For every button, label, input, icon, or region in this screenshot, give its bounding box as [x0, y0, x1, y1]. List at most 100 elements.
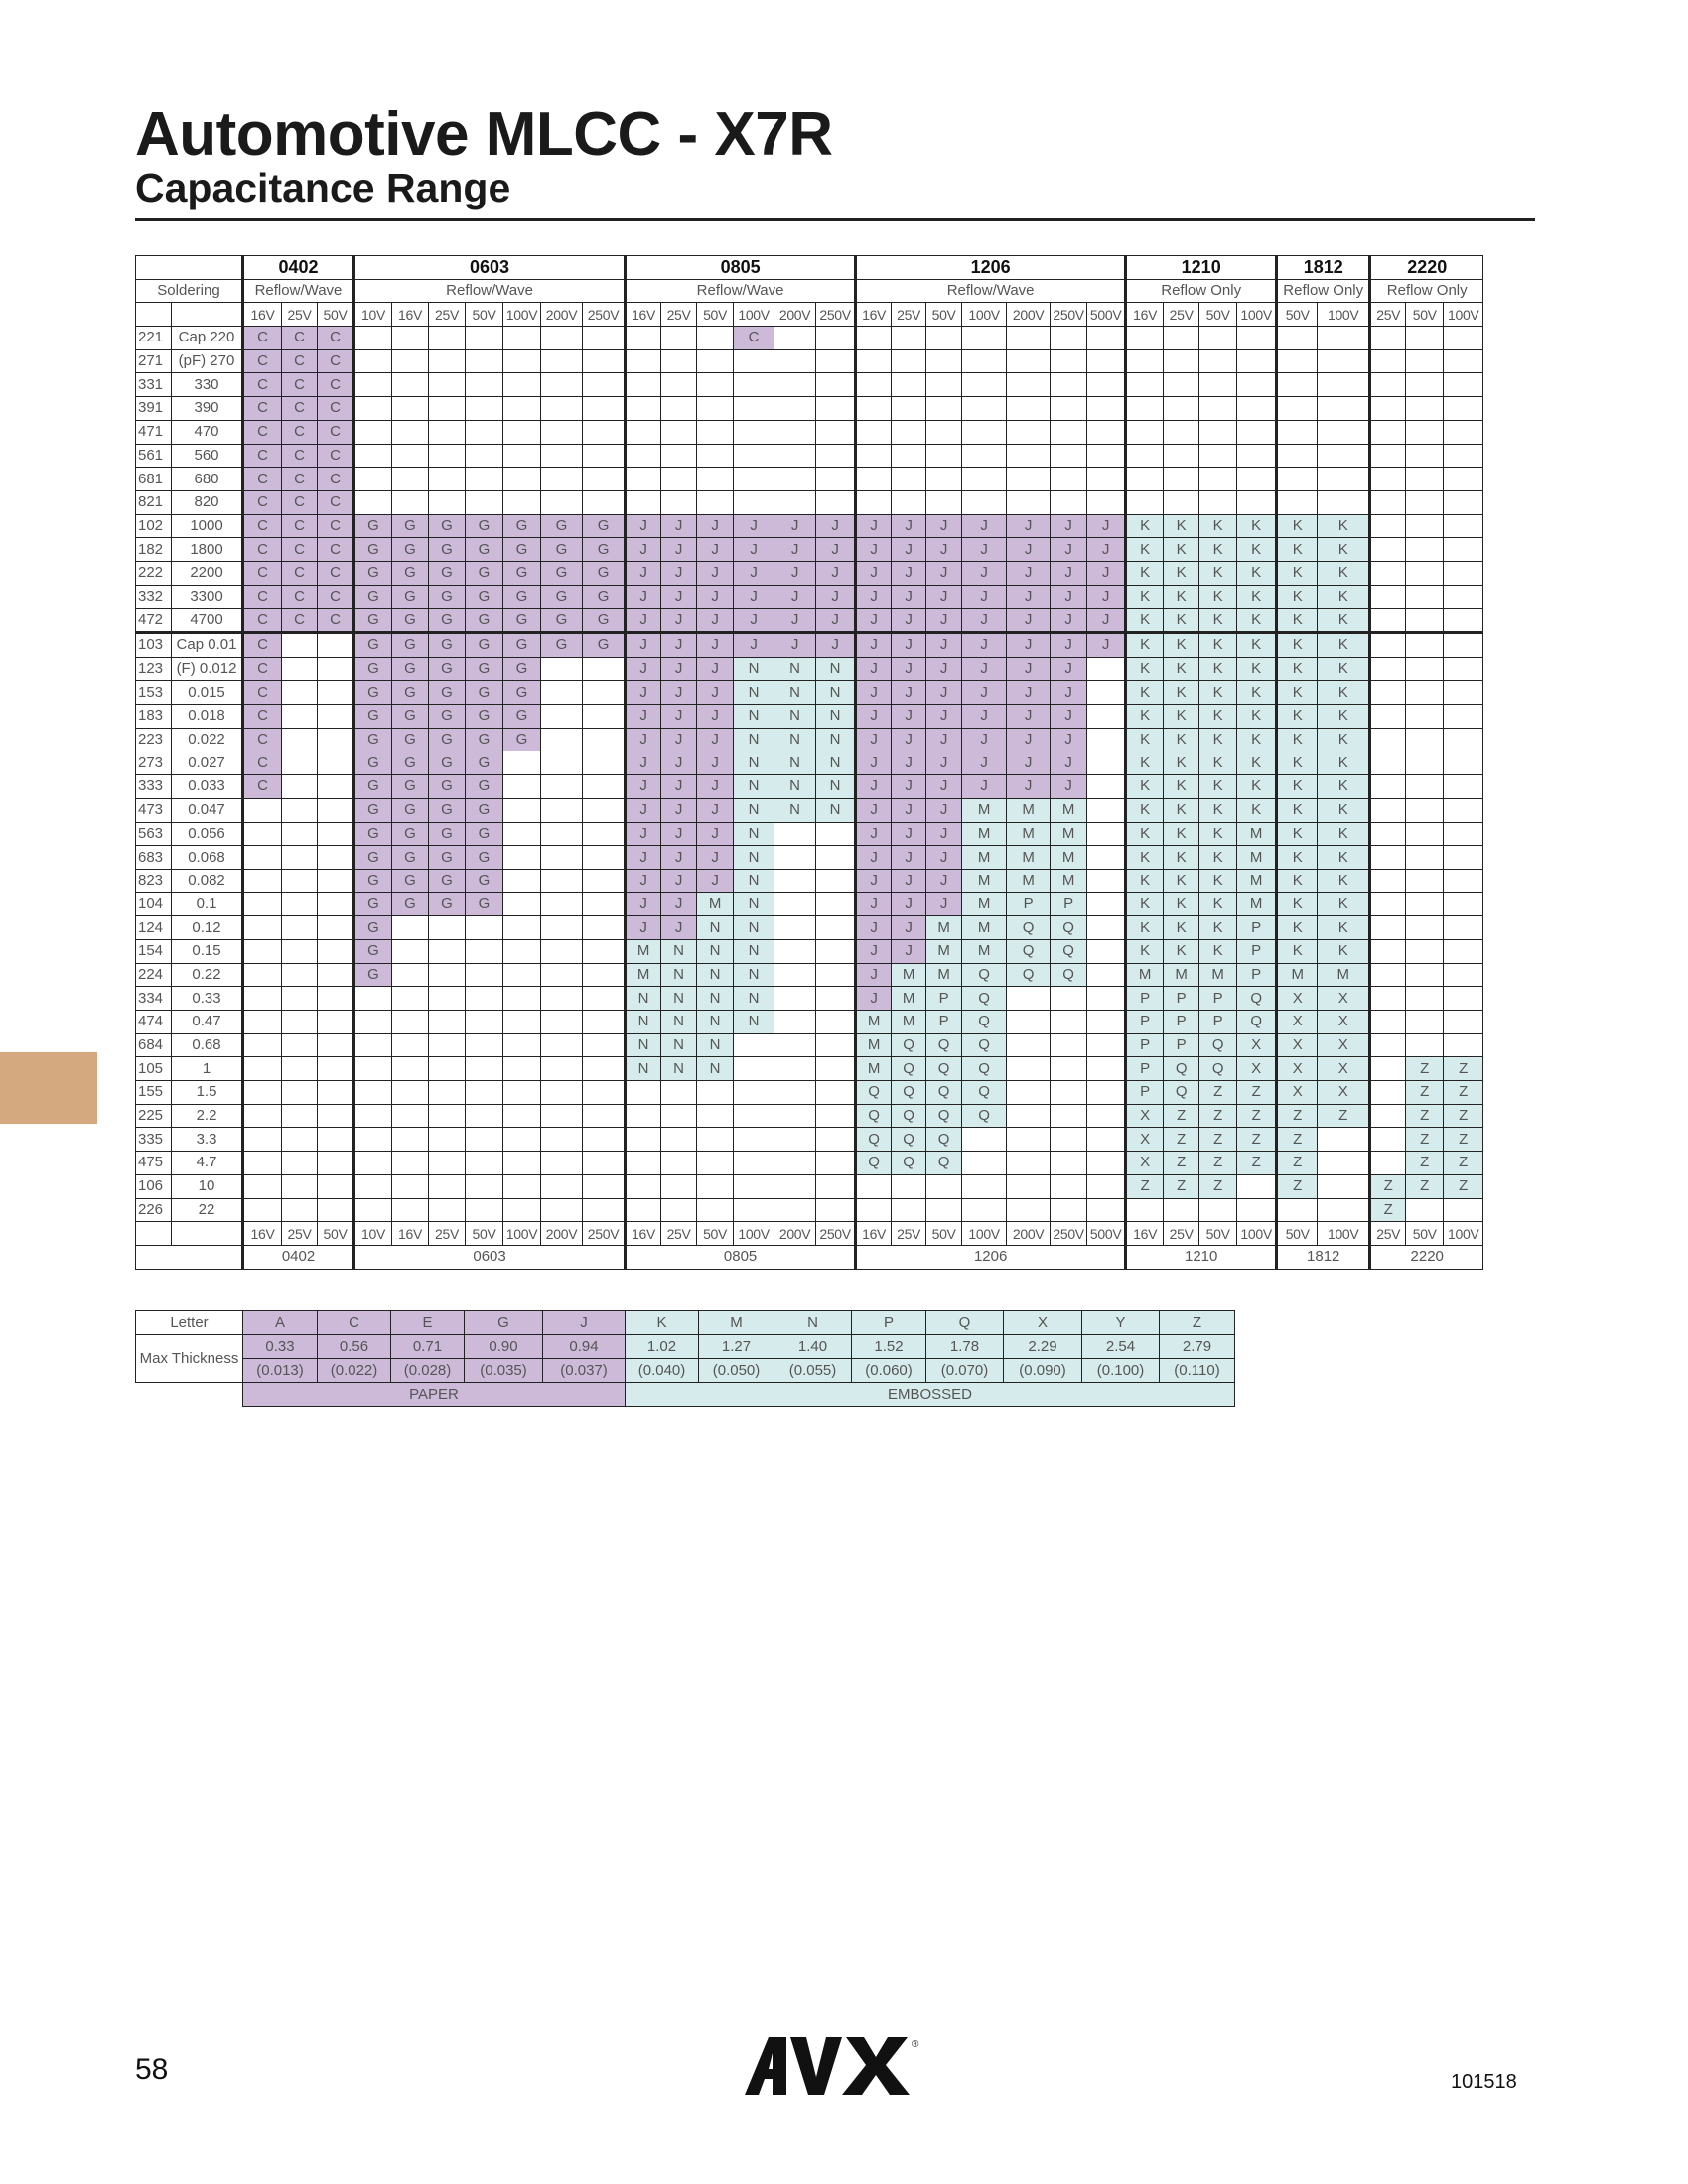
- thickness-code-cell: M: [1163, 962, 1200, 988]
- voltage-header: 16V: [241, 302, 282, 328]
- empty-cell: [316, 1056, 355, 1082]
- empty-cell: [1198, 419, 1238, 445]
- empty-cell: [502, 891, 542, 917]
- empty-cell: [391, 938, 430, 964]
- thickness-code-cell: K: [1236, 537, 1278, 562]
- empty-cell: [316, 631, 355, 658]
- empty-cell: [465, 348, 504, 374]
- thickness-code-cell: J: [660, 915, 698, 940]
- thickness-code-cell: J: [891, 584, 927, 610]
- empty-cell: [1086, 489, 1127, 515]
- empty-cell: [1163, 348, 1200, 374]
- thickness-code-cell: G: [391, 680, 430, 706]
- thickness-code-cell: C: [316, 443, 355, 469]
- thickness-code-cell: N: [733, 797, 775, 823]
- thickness-code-cell: N: [733, 751, 775, 776]
- empty-cell: [428, 489, 467, 515]
- thickness-code-cell: N: [774, 751, 817, 776]
- voltage-header: 16V: [391, 302, 430, 328]
- empty-cell: [1006, 1151, 1052, 1175]
- thickness-code-cell: G: [465, 704, 504, 729]
- legend-thickness-mm: 1.52: [851, 1334, 926, 1359]
- thickness-code-cell: K: [1275, 704, 1319, 729]
- voltage-header: 50V: [465, 1221, 504, 1246]
- empty-cell: [624, 1151, 662, 1175]
- thickness-code-cell: K: [1198, 891, 1238, 917]
- cap-value: 4.7: [171, 1151, 243, 1175]
- empty-cell: [1443, 513, 1484, 539]
- thickness-code-cell: K: [1124, 868, 1165, 893]
- blank-cell: [171, 1221, 243, 1246]
- thickness-code-cell: J: [696, 560, 735, 586]
- thickness-code-cell: C: [241, 537, 282, 562]
- cap-value: 1000: [171, 513, 243, 539]
- empty-cell: [1368, 631, 1407, 658]
- empty-cell: [774, 1173, 817, 1199]
- thickness-code-cell: K: [1236, 797, 1278, 823]
- thickness-code-cell: C: [281, 396, 318, 421]
- empty-cell: [281, 631, 318, 658]
- thickness-code-cell: Q: [1006, 962, 1052, 988]
- empty-cell: [540, 443, 584, 469]
- thickness-code-cell: J: [660, 727, 698, 752]
- thickness-code-cell: N: [660, 1010, 698, 1034]
- legend-inch-row: (0.013) (0.022) (0.028) (0.035) (0.037) (0.04…: [136, 1358, 1235, 1383]
- empty-cell: [540, 1103, 584, 1129]
- thickness-code-cell: Z: [1443, 1127, 1484, 1153]
- thickness-code-cell: J: [854, 821, 893, 847]
- thickness-code-cell: K: [1317, 513, 1371, 539]
- empty-cell: [281, 868, 318, 893]
- legend-thickness-mm: 2.54: [1081, 1334, 1160, 1359]
- table-row: 334 0.33 N N N N J M P Q P P P Q X X: [135, 986, 1484, 1011]
- empty-cell: [582, 656, 627, 682]
- empty-cell: [696, 1173, 735, 1199]
- thickness-code-cell: G: [391, 656, 430, 682]
- corner-cell: [135, 255, 243, 280]
- empty-cell: [1236, 419, 1278, 445]
- empty-cell: [1405, 751, 1445, 776]
- voltage-header: 16V: [1124, 302, 1165, 328]
- cap-code: 471: [135, 419, 172, 445]
- thickness-code-cell: J: [891, 774, 927, 799]
- thickness-code-cell: K: [1317, 608, 1371, 633]
- empty-cell: [540, 467, 584, 491]
- empty-cell: [1086, 1032, 1127, 1058]
- thickness-code-cell: G: [352, 751, 393, 776]
- empty-cell: [1317, 467, 1371, 491]
- thickness-code-cell: C: [241, 396, 282, 421]
- thickness-code-cell: M: [961, 915, 1008, 940]
- thickness-code-cell: K: [1124, 845, 1165, 870]
- empty-cell: [1006, 1080, 1052, 1105]
- thickness-code-cell: X: [1317, 1032, 1371, 1058]
- voltage-header: 100V: [1443, 1221, 1484, 1246]
- thickness-code-cell: J: [733, 631, 775, 658]
- thickness-code-cell: J: [624, 513, 662, 539]
- empty-cell: [925, 467, 963, 491]
- empty-cell: [352, 326, 393, 350]
- legend-thickness-inch: (0.110): [1159, 1358, 1235, 1383]
- thickness-code-cell: J: [660, 513, 698, 539]
- thickness-code-cell: N: [733, 680, 775, 706]
- thickness-code-cell: M: [1198, 962, 1238, 988]
- empty-cell: [624, 1127, 662, 1153]
- empty-cell: [241, 845, 282, 870]
- empty-cell: [316, 727, 355, 752]
- thickness-code-cell: Z: [1317, 1103, 1371, 1129]
- thickness-code-cell: K: [1163, 751, 1200, 776]
- empty-cell: [316, 797, 355, 823]
- empty-cell: [1163, 1197, 1200, 1223]
- empty-cell: [582, 727, 627, 752]
- empty-cell: [540, 891, 584, 917]
- empty-cell: [241, 868, 282, 893]
- thickness-code-cell: N: [733, 1010, 775, 1034]
- empty-cell: [1086, 1127, 1127, 1153]
- empty-cell: [815, 845, 857, 870]
- empty-cell: [1050, 489, 1088, 515]
- empty-cell: [241, 1032, 282, 1058]
- thickness-code-cell: J: [660, 584, 698, 610]
- cap-value: 1800: [171, 537, 243, 562]
- empty-cell: [428, 1127, 467, 1153]
- thickness-code-cell: N: [660, 986, 698, 1011]
- empty-cell: [925, 372, 963, 398]
- empty-cell: [391, 986, 430, 1011]
